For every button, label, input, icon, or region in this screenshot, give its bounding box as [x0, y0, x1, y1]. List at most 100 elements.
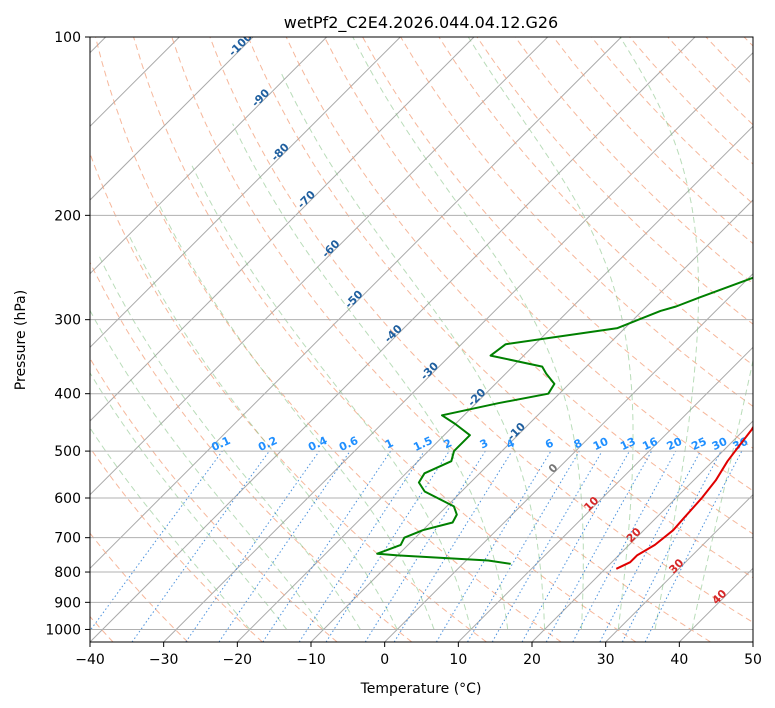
- isotherm-label: -100: [226, 30, 255, 59]
- dry-adiabat: [90, 357, 338, 642]
- isotherm-label: 10: [581, 494, 601, 514]
- isotherm-label: 30: [666, 556, 686, 576]
- isotherm-line: [90, 37, 549, 496]
- mixing-ratio-line: [90, 450, 223, 632]
- mixing-ratio-line: [131, 450, 270, 642]
- y-tick-label: 100: [54, 30, 81, 46]
- dewpoint-profile-line: [376, 276, 753, 565]
- isotherm-line: [90, 37, 401, 349]
- isotherm-label: 20: [624, 525, 644, 545]
- mixing-ratio-line: [393, 450, 513, 642]
- y-tick-label: 300: [54, 313, 81, 329]
- dry-adiabat: [285, 37, 753, 535]
- dry-adiabat: [591, 37, 753, 205]
- isotherm-label: -60: [319, 237, 342, 260]
- mixing-ratio-line: [545, 450, 653, 642]
- isotherm-line: [236, 125, 753, 642]
- moist-adiabat: [90, 309, 324, 630]
- dry-adiabat: [438, 37, 753, 366]
- x-tick-label: 0: [380, 652, 389, 668]
- dry-adiabat: [552, 37, 753, 245]
- background-lines: [90, 37, 753, 642]
- isotherm-line: [384, 272, 753, 642]
- x-tick-label: 20: [523, 652, 541, 668]
- series-layer: [376, 276, 753, 570]
- y-tick-label: 700: [54, 531, 81, 547]
- x-tick-label: −30: [149, 652, 179, 668]
- mixing-ratio-label: 20: [665, 435, 685, 453]
- plot-frame: [89, 36, 754, 643]
- mixing-ratio-label: 30: [710, 435, 730, 453]
- moist-adiabat: [127, 233, 398, 630]
- isotherm-label: -80: [269, 140, 292, 163]
- isotherm-line: [531, 420, 753, 642]
- mixing-ratio-label: 10: [591, 435, 611, 453]
- mixing-ratio-line: [218, 450, 351, 642]
- moist-adiabat: [280, 72, 546, 630]
- mixing-ratio-line: [621, 450, 722, 642]
- isotherm-line: [90, 37, 622, 570]
- y-tick-label: 600: [54, 491, 81, 507]
- mixing-ratio-line: [298, 450, 425, 642]
- y-tick-label: 1000: [45, 622, 81, 638]
- isotherm-label: -40: [382, 322, 405, 345]
- y-tick-label: 400: [54, 387, 81, 403]
- isotherm-label: 40: [709, 587, 729, 607]
- dry-adiabat: [514, 37, 753, 285]
- mixing-ratio-label: 25: [689, 435, 708, 453]
- dry-adiabat: [133, 37, 637, 642]
- mixing-ratio-line: [572, 450, 677, 642]
- isotherm-line: [90, 37, 254, 201]
- x-tick-label: −20: [223, 652, 253, 668]
- x-tick-label: 40: [670, 652, 688, 668]
- isotherm-line: [678, 567, 753, 642]
- isotherm-label: -70: [295, 188, 318, 211]
- moist-adiabat: [619, 37, 699, 630]
- mixing-ratio-label: 3: [478, 436, 490, 451]
- isotherm-line: [605, 493, 753, 642]
- chart-title: wetPf2_C2E4.2026.044.04.12.G26: [284, 13, 558, 33]
- mixing-ratio-label: 6: [543, 436, 556, 451]
- isotherm-line: [752, 641, 753, 642]
- y-tick-label: 900: [54, 595, 81, 611]
- isotherm-label: -50: [342, 288, 365, 311]
- x-axis-label: Temperature (°C): [360, 681, 482, 697]
- dry-adiabat: [95, 37, 562, 642]
- moist-adiabat: [157, 201, 435, 630]
- dry-adiabat: [171, 37, 711, 642]
- isotherm-line: [163, 51, 753, 642]
- mixing-ratio-line: [644, 450, 743, 642]
- temperature-profile-line: [615, 425, 753, 570]
- y-tick-label: 200: [54, 208, 81, 224]
- y-axis-label: Pressure (hPa): [13, 290, 29, 390]
- x-tick-label: 30: [597, 652, 615, 668]
- mixing-ratio-label: 13: [618, 435, 637, 453]
- dry-adiabat: [705, 37, 753, 87]
- y-tick-label: 800: [54, 565, 81, 581]
- dry-adiabat: [209, 37, 753, 623]
- x-tick-label: 10: [449, 652, 467, 668]
- mixing-ratio-label: 16: [640, 435, 660, 453]
- isotherm-line: [457, 346, 753, 642]
- x-axis: −40 −30 −20 −10 0 10 20 30 40 50: [75, 642, 762, 668]
- x-tick-label: −40: [75, 652, 105, 668]
- y-axis: 100 200 300 400 500 600 700 800 900 1000: [45, 30, 90, 638]
- isotherm-line: [90, 37, 696, 642]
- isotherm-line: [90, 37, 328, 275]
- y-tick-label: 500: [54, 444, 81, 460]
- moist-adiabat: [90, 371, 288, 630]
- x-tick-label: −10: [296, 652, 326, 668]
- dry-adiabat: [743, 37, 753, 47]
- dry-adiabat: [247, 37, 753, 579]
- moist-adiabat: [691, 358, 753, 630]
- mixing-ratio-line: [521, 450, 630, 642]
- isotherm-label: -30: [418, 359, 441, 382]
- mixing-ratio-line: [435, 450, 552, 642]
- mixing-ratio-line: [325, 450, 450, 642]
- moist-adiabat: [352, 37, 584, 630]
- gridlines: [90, 37, 753, 630]
- dry-adiabat: [667, 37, 753, 126]
- moist-adiabat: [232, 123, 509, 630]
- moist-adiabat: [90, 427, 251, 630]
